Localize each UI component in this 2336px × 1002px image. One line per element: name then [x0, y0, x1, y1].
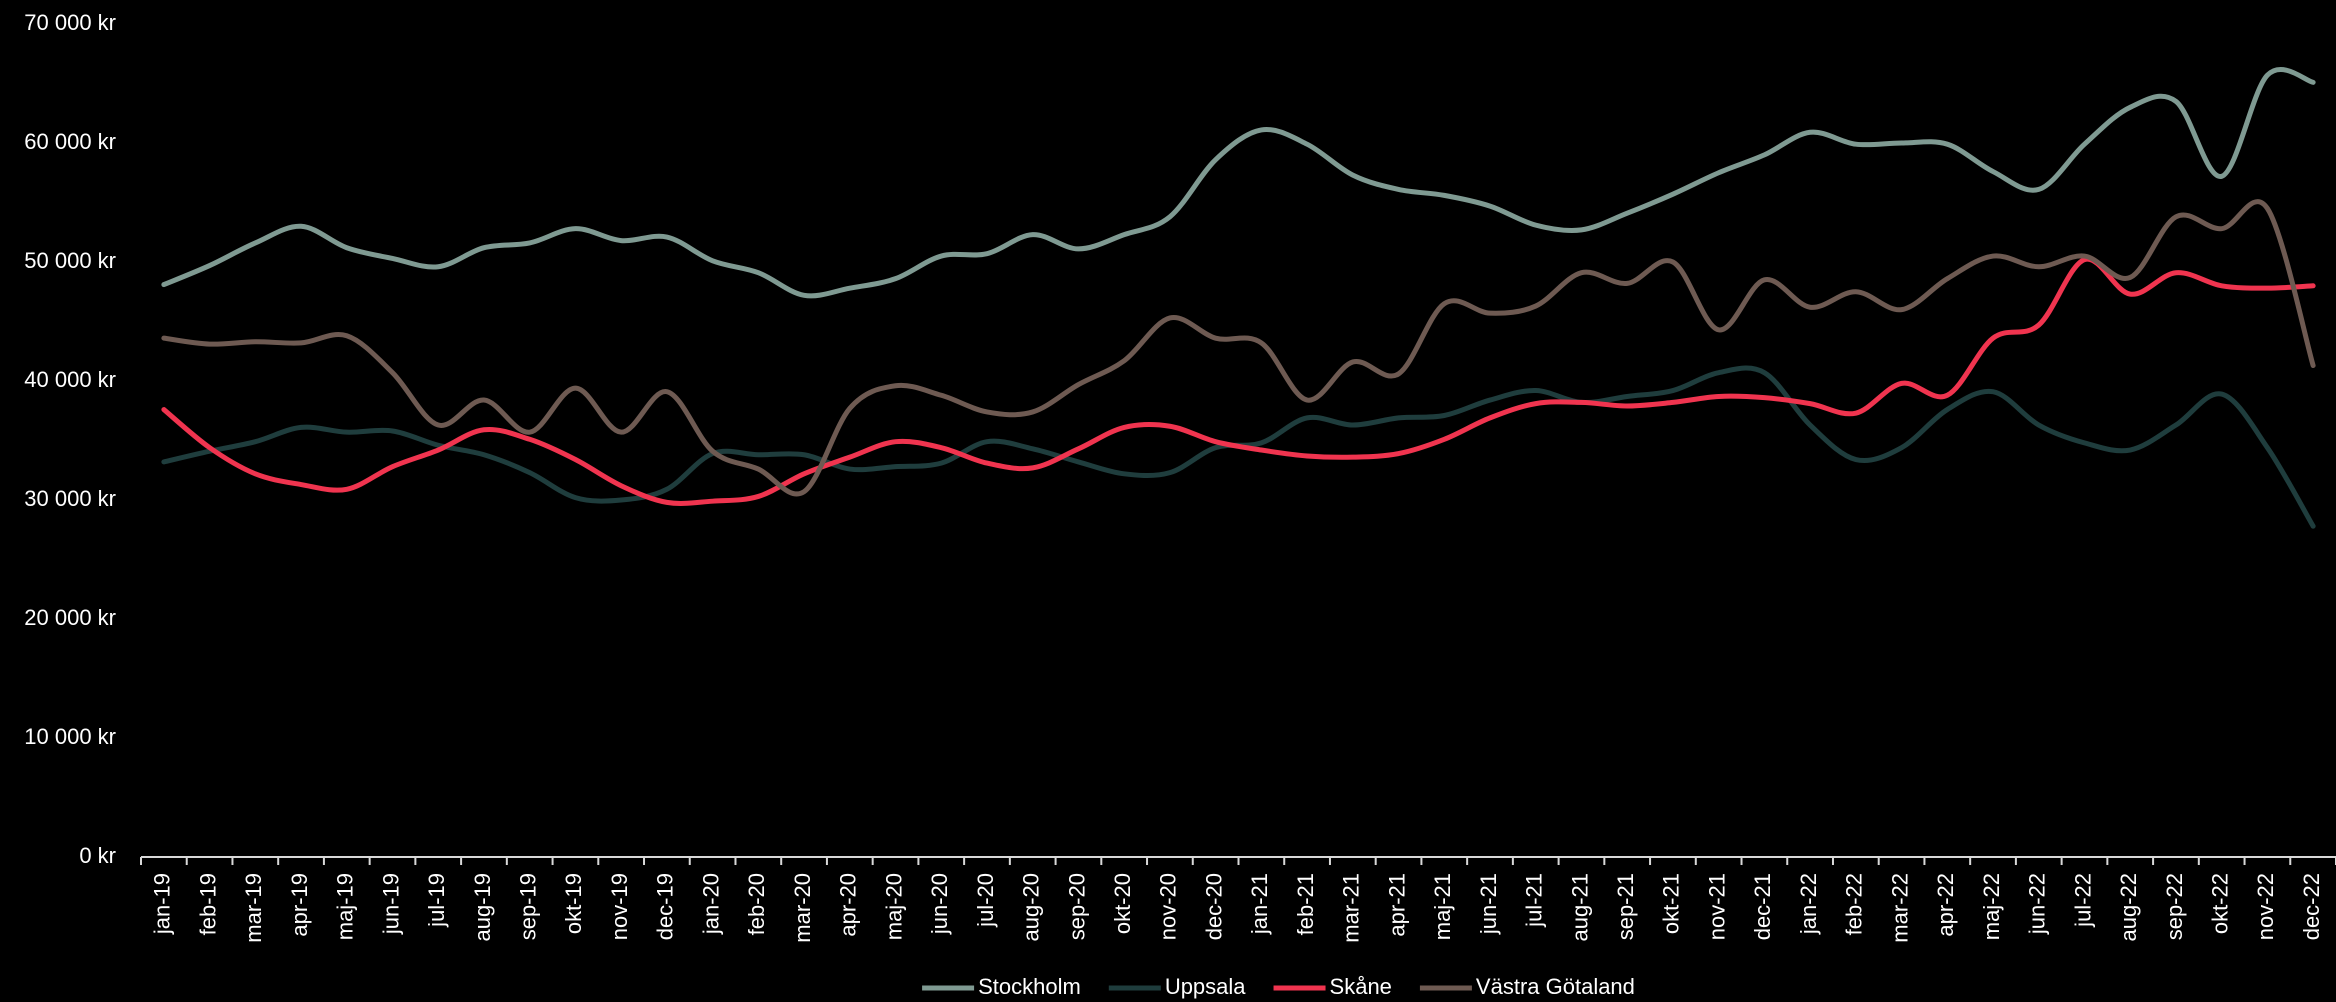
x-tick-label: nov-20 — [1156, 873, 1181, 940]
x-tick-label: aug-22 — [2116, 873, 2141, 942]
x-tick-label: dec-21 — [1750, 873, 1775, 940]
legend-label: Uppsala — [1165, 974, 1246, 999]
x-tick-label: jan-22 — [1796, 873, 1821, 935]
x-tick-label: aug-20 — [1019, 873, 1044, 942]
y-tick-label: 70 000 kr — [24, 10, 116, 35]
x-tick-label: sep-21 — [1613, 873, 1638, 940]
x-tick-label: okt-22 — [2207, 873, 2232, 934]
x-tick-label: jul-22 — [2070, 873, 2095, 928]
x-tick-label: nov-19 — [607, 873, 632, 940]
x-tick-label: jan-19 — [150, 873, 175, 935]
x-tick-label: jun-19 — [378, 873, 403, 935]
x-tick-label: mar-20 — [790, 873, 815, 943]
x-tick-label: apr-20 — [836, 873, 861, 937]
legend-label: Skåne — [1330, 974, 1392, 999]
x-tick-label: sep-22 — [2162, 873, 2187, 940]
y-tick-label: 40 000 kr — [24, 367, 116, 392]
x-tick-label: jun-20 — [927, 873, 952, 935]
x-tick-label: okt-21 — [1659, 873, 1684, 934]
y-tick-label: 50 000 kr — [24, 248, 116, 273]
x-tick-label: apr-19 — [287, 873, 312, 937]
x-tick-label: feb-22 — [1842, 873, 1867, 935]
x-tick-label: jul-19 — [424, 873, 449, 928]
x-tick-label: jan-21 — [1247, 873, 1272, 935]
x-tick-label: okt-19 — [561, 873, 586, 934]
x-tick-label: aug-21 — [1567, 873, 1592, 942]
y-tick-label: 20 000 kr — [24, 605, 116, 630]
x-tick-label: maj-20 — [881, 873, 906, 940]
series-line — [161, 365, 2316, 529]
x-tick-label: jul-21 — [1522, 873, 1547, 928]
x-tick-label: jan-20 — [698, 873, 723, 935]
series-line — [161, 256, 2316, 506]
x-tick-label: apr-22 — [1933, 873, 1958, 937]
legend: Stockholm Uppsala Skåne Västra Götaland — [922, 974, 1635, 999]
legend-label: Västra Götaland — [1476, 974, 1635, 999]
y-tick-label: 60 000 kr — [24, 129, 116, 154]
x-tick-label: maj-22 — [1979, 873, 2004, 940]
x-tick-label: apr-21 — [1384, 873, 1409, 937]
x-tick-label: jul-20 — [973, 873, 998, 928]
x-tick-label: dec-19 — [653, 873, 678, 940]
y-tick-label: 0 kr — [79, 843, 116, 868]
legend-label: Stockholm — [978, 974, 1081, 999]
x-tick-label: okt-20 — [1110, 873, 1135, 934]
x-tick-label: nov-21 — [1704, 873, 1729, 940]
y-tick-label: 30 000 kr — [24, 486, 116, 511]
x-tick-label: dec-22 — [2299, 873, 2324, 940]
x-tick-label: sep-19 — [516, 873, 541, 940]
x-tick-label: mar-21 — [1339, 873, 1364, 943]
x-tick-label: feb-20 — [744, 873, 769, 935]
x-tick-label: nov-22 — [2253, 873, 2278, 940]
x-tick-label: jun-22 — [2025, 873, 2050, 935]
x-tick-label: sep-20 — [1064, 873, 1089, 940]
y-tick-label: 10 000 kr — [24, 724, 116, 749]
x-tick-label: maj-19 — [333, 873, 358, 940]
series-line — [161, 67, 2316, 299]
x-tick-label: aug-19 — [470, 873, 495, 942]
x-tick-label: mar-22 — [1887, 873, 1912, 943]
x-tick-label: feb-21 — [1293, 873, 1318, 935]
x-tick-label: mar-19 — [241, 873, 266, 943]
x-tick-label: maj-21 — [1430, 873, 1455, 940]
x-tick-label: dec-20 — [1201, 873, 1226, 940]
x-tick-label: feb-19 — [195, 873, 220, 935]
x-tick-label: jun-21 — [1476, 873, 1501, 935]
series-line — [161, 199, 2316, 497]
